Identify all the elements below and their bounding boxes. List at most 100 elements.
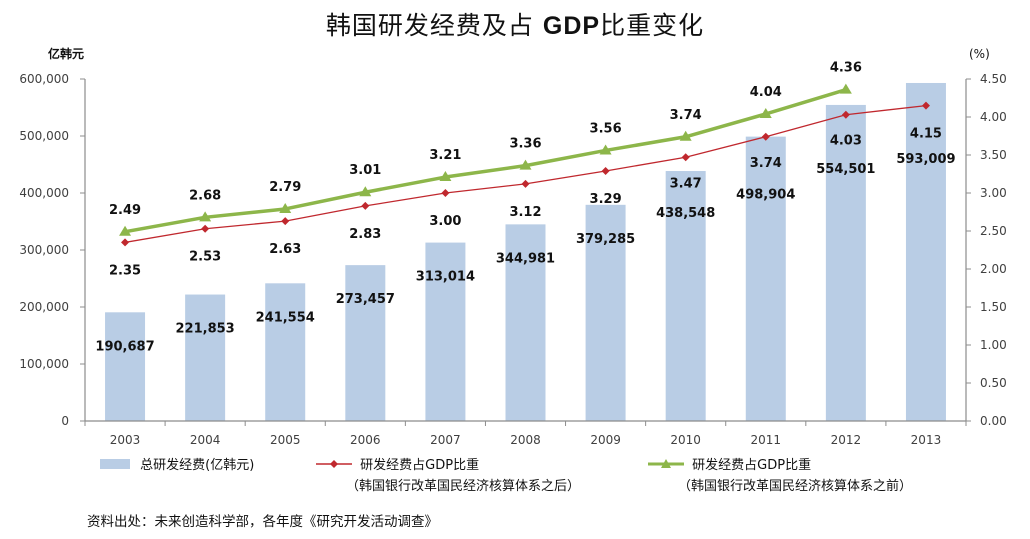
red-diamond-marker-2006 <box>361 201 370 210</box>
bar-value-label: 344,981 <box>496 251 555 266</box>
x-tick-label: 2009 <box>590 433 621 447</box>
bar-value-label: 241,554 <box>256 310 315 325</box>
x-tick-label: 2005 <box>270 433 301 447</box>
red-line-value-label: 4.15 <box>910 127 942 142</box>
bar-series <box>105 82 946 422</box>
data-labels: 190,687 221,853 241,554 273,457 313,014 344,9… <box>95 61 955 355</box>
red-diamond-marker-2011 <box>761 132 770 141</box>
red-diamond-marker-2008 <box>521 179 530 188</box>
x-tick-label: 2003 <box>110 433 141 447</box>
x-tick-label: 2006 <box>350 433 381 447</box>
axes: 0 100,000 200,000 300,000 400,000 500,000 600,… <box>19 72 1006 447</box>
bar-value-label: 554,501 <box>816 162 875 177</box>
red-diamond-marker-2013 <box>921 101 930 110</box>
left-tick-label: 600,000 <box>19 72 69 86</box>
green-triangle-marker-2008 <box>519 159 532 170</box>
right-tick-label: 2.00 <box>980 262 1007 276</box>
legend-green-line-triangle-icon <box>648 459 684 468</box>
red-diamond-marker-2007 <box>441 189 450 197</box>
right-tick-label: 0.50 <box>980 376 1007 390</box>
green-line-value-label: 2.79 <box>269 180 301 195</box>
legend-label-line-before: 研发经费占GDP比重 <box>692 458 812 473</box>
bar-2005 <box>265 283 306 421</box>
bar-value-label: 498,904 <box>736 188 795 203</box>
left-tick-label: 400,000 <box>19 186 69 200</box>
x-tick-label: 2013 <box>911 433 942 447</box>
bar-2004 <box>185 294 226 421</box>
right-tick-label: 1.50 <box>980 300 1007 314</box>
green-line-value-label: 4.04 <box>750 85 782 100</box>
title-part-2: 比重变化 <box>600 11 705 40</box>
left-tick-label: 300,000 <box>19 243 69 257</box>
bar-2006 <box>345 265 386 421</box>
legend-label-line-after: 研发经费占GDP比重 <box>360 458 480 473</box>
legend-sublabel-line-before: （韩国银行改革国民经济核算体系之前） <box>678 479 913 494</box>
title-part-gdp: GDP <box>542 12 601 40</box>
green-triangle-marker-2005 <box>279 202 292 213</box>
bar-2011 <box>745 136 786 421</box>
red-line-value-label: 3.00 <box>429 214 461 229</box>
green-line-value-label: 4.36 <box>830 61 862 76</box>
bar-2007 <box>425 242 466 421</box>
red-diamond-marker-2010 <box>681 153 690 162</box>
left-tick-label: 200,000 <box>19 300 69 314</box>
green-triangle-marker-2003 <box>119 225 132 236</box>
bar-value-label: 273,457 <box>336 292 395 307</box>
green-line <box>124 87 847 234</box>
red-diamond-marker-2004 <box>201 224 210 233</box>
legend-bar-swatch <box>100 459 130 469</box>
green-line-value-label: 3.74 <box>670 108 702 123</box>
chart-title: 韩国研发经费及占 GDP比重变化 <box>0 6 1030 42</box>
green-line-value-label: 3.36 <box>509 137 541 152</box>
green-line-value-label: 3.01 <box>349 163 381 178</box>
right-tick-label: 4.00 <box>980 110 1007 124</box>
red-line <box>124 104 927 244</box>
right-tick-label: 3.00 <box>980 186 1007 200</box>
right-tick-label: 2.50 <box>980 224 1007 238</box>
red-line-value-label: 2.83 <box>349 227 381 242</box>
title-part-1: 韩国研发经费及占 <box>325 11 543 40</box>
red-diamond-marker-2012 <box>841 110 850 119</box>
x-tick-label: 2007 <box>430 433 461 447</box>
legend-label-bar: 总研发经费(亿韩元) <box>140 458 255 473</box>
green-triangle-marker-2007 <box>439 171 452 182</box>
source-note: 资料出处：未来创造科学部，各年度《研究开发活动调查》 <box>87 514 438 530</box>
right-tick-label: 3.50 <box>980 148 1007 162</box>
red-diamond-marker-2009 <box>601 166 610 175</box>
green-line-value-label: 3.56 <box>590 121 622 136</box>
green-line-value-label: 3.21 <box>429 148 461 163</box>
legend-item-line-after: 研发经费占GDP比重 （韩国银行改革国民经济核算体系之后） <box>316 454 580 494</box>
bar-value-label: 221,853 <box>176 322 235 337</box>
bar-2009 <box>585 204 626 421</box>
right-tick-label: 0.00 <box>980 414 1007 428</box>
bar-2013 <box>905 82 946 422</box>
bar-2008 <box>505 224 546 421</box>
red-line-value-label: 3.74 <box>750 156 782 171</box>
bar-value-label: 438,548 <box>656 206 715 221</box>
x-tick-label: 2008 <box>510 433 541 447</box>
left-axis-label: 亿韩元 <box>48 46 84 61</box>
green-triangle-marker-2009 <box>599 144 612 155</box>
red-line-value-label: 3.29 <box>590 192 622 207</box>
x-tick-label: 2012 <box>831 433 862 447</box>
left-tick-label: 0 <box>61 414 69 428</box>
red-diamond-marker-2005 <box>281 217 290 226</box>
green-triangle-marker-2010 <box>679 130 692 141</box>
green-triangle-marker-2004 <box>199 211 212 222</box>
red-line-value-label: 2.53 <box>189 250 221 265</box>
red-diamond-marker-2003 <box>121 238 130 247</box>
x-tick-label: 2010 <box>670 433 701 447</box>
right-tick-label: 4.50 <box>980 72 1007 86</box>
bar-value-label: 379,285 <box>576 232 635 247</box>
left-tick-label: 500,000 <box>19 129 69 143</box>
right-axis-label: (%) <box>969 47 990 61</box>
legend-item-line-before: 研发经费占GDP比重 （韩国银行改革国民经济核算体系之前） <box>648 454 912 494</box>
bar-2003 <box>105 312 146 421</box>
legend-sublabel-line-after: （韩国银行改革国民经济核算体系之后） <box>346 479 581 494</box>
green-line-value-label: 2.68 <box>189 188 221 203</box>
left-tick-label: 100,000 <box>19 357 69 371</box>
line-series <box>119 83 930 247</box>
legend-item-bar: 总研发经费(亿韩元) <box>100 454 254 473</box>
x-tick-label: 2004 <box>190 433 221 447</box>
